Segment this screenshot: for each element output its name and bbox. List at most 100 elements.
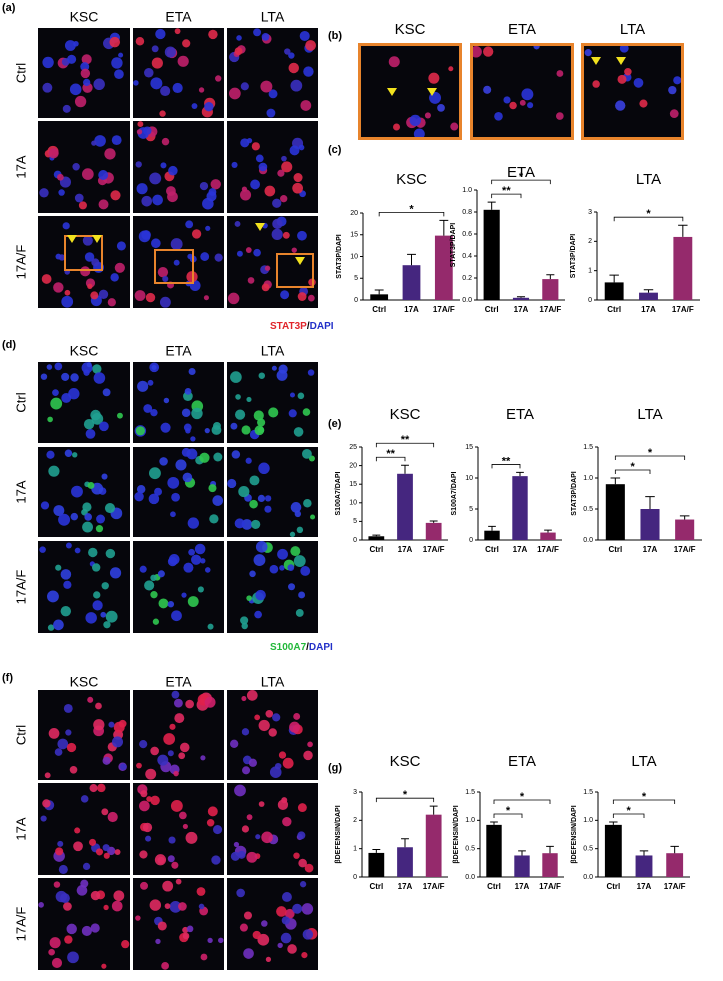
error-bar [490, 821, 498, 825]
cell [241, 825, 250, 833]
cell [301, 903, 314, 915]
error-bar [516, 296, 526, 298]
cell [48, 728, 60, 739]
cell [57, 738, 69, 750]
y-tick-label: 1.0 [462, 187, 472, 194]
y-tick-label: 25 [349, 444, 357, 451]
cell [136, 129, 143, 135]
cell [171, 492, 180, 502]
cell [191, 554, 202, 565]
cell [93, 591, 101, 599]
cell [91, 258, 100, 267]
cell [169, 723, 176, 730]
bar [370, 294, 389, 300]
cell [121, 940, 130, 949]
x-tick-label: Ctrl [369, 545, 383, 554]
cell [243, 948, 254, 959]
cell [179, 742, 190, 753]
cell [293, 555, 306, 567]
x-tick-label: 17A/F [664, 882, 686, 891]
column-header: LTA [261, 343, 285, 359]
y-axis-label: βDEFENSIN/DAPI [335, 805, 342, 863]
cell [98, 199, 109, 210]
cell [157, 267, 169, 278]
cell [255, 541, 268, 553]
cell [90, 890, 101, 901]
cell [272, 198, 282, 208]
y-tick-label: 1.0 [583, 475, 593, 482]
cell [246, 851, 258, 863]
cell [144, 580, 155, 591]
cell [102, 756, 111, 765]
cell [60, 569, 72, 580]
y-tick-label: 15 [350, 232, 358, 239]
column-header: LTA [261, 9, 285, 25]
error-bar [429, 805, 438, 815]
x-tick-label: Ctrl [369, 882, 383, 891]
cell [240, 189, 252, 201]
cell [162, 880, 174, 892]
cell [241, 696, 247, 702]
cell [65, 542, 72, 549]
row-header: 17A [13, 817, 28, 840]
cell [227, 478, 237, 489]
cell [639, 99, 648, 108]
error-bar [639, 850, 649, 856]
cell [114, 849, 121, 855]
y-axis-label: βDEFENSIN/DAPI [453, 805, 460, 863]
cell [280, 932, 292, 944]
cell [198, 87, 205, 93]
cell [272, 218, 283, 230]
cell [167, 750, 174, 757]
cell [281, 797, 288, 804]
cell [184, 387, 192, 395]
bar [635, 855, 653, 877]
cell [624, 67, 632, 76]
cell [160, 85, 171, 97]
y-tick-label: 3 [588, 209, 592, 216]
cell [437, 103, 445, 112]
cell [233, 841, 240, 848]
cell [95, 525, 104, 533]
cell [494, 111, 503, 121]
x-tick-label: 17A/F [539, 305, 561, 314]
chart-title: KSC [390, 406, 421, 423]
cell [293, 427, 304, 437]
cell [592, 80, 600, 88]
error-bar [516, 471, 524, 477]
cell [174, 713, 185, 724]
cell [182, 39, 191, 48]
cell [200, 953, 208, 961]
chart-title: ETA [507, 164, 535, 181]
cell [88, 838, 97, 846]
error-bar [429, 520, 438, 523]
error-bar [609, 821, 618, 825]
cell [111, 900, 123, 912]
cell [295, 609, 304, 617]
cell [183, 562, 194, 573]
cell [280, 290, 290, 300]
cell [149, 899, 162, 911]
cell [76, 885, 88, 896]
cell [51, 957, 63, 968]
cell [388, 56, 400, 68]
cell [197, 586, 204, 593]
error-bar [643, 289, 654, 293]
micrograph [38, 216, 130, 308]
cell [178, 902, 187, 911]
cell [245, 247, 252, 253]
y-axis-label: STAT3P/DAPI [571, 471, 578, 516]
cell [253, 554, 266, 566]
cell [117, 412, 123, 419]
cell [141, 195, 153, 207]
cell [103, 621, 111, 629]
cell [80, 795, 89, 803]
cell [172, 82, 183, 94]
y-tick-label: 5 [354, 275, 358, 282]
cell [185, 220, 194, 229]
cell [278, 751, 287, 759]
cell [619, 43, 629, 53]
y-axis-label: S100A7/DAPI [335, 471, 342, 515]
cell [92, 364, 102, 374]
row-header: Ctrl [13, 392, 28, 412]
